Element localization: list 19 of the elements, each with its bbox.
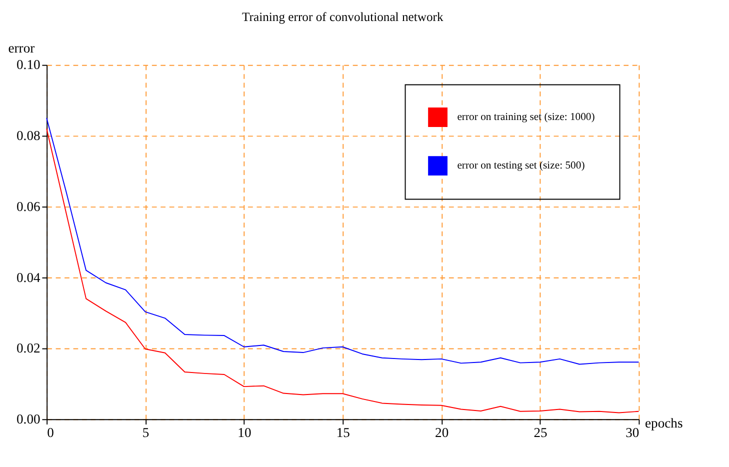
line-series bbox=[46, 128, 640, 414]
x-tick-label: 25 bbox=[534, 425, 548, 440]
x-axis-title: epochs bbox=[645, 415, 683, 430]
legend-label: error on training set (size: 1000) bbox=[457, 111, 596, 124]
y-axis-title: error bbox=[8, 40, 36, 56]
y-tick-label: 0.06 bbox=[16, 198, 40, 214]
x-tick-label: 0 bbox=[47, 425, 54, 440]
x-tick-label: 5 bbox=[142, 425, 150, 440]
x-tick-label: 30 bbox=[626, 425, 640, 440]
y-tick-label: 0.02 bbox=[16, 340, 40, 356]
x-tick-label: 20 bbox=[435, 425, 449, 440]
y-tick-label: 0.00 bbox=[16, 412, 40, 427]
y-tick-label: 0.10 bbox=[16, 57, 40, 72]
x-tick-label: 15 bbox=[336, 425, 350, 440]
x-tick-label: 10 bbox=[238, 425, 252, 440]
y-tick-label: 0.04 bbox=[16, 270, 40, 285]
legend-label: error on testing set (size: 500) bbox=[457, 160, 586, 172]
y-tick-label: 0.08 bbox=[16, 128, 40, 144]
chart-title: Training error of convolutional network bbox=[242, 10, 444, 24]
